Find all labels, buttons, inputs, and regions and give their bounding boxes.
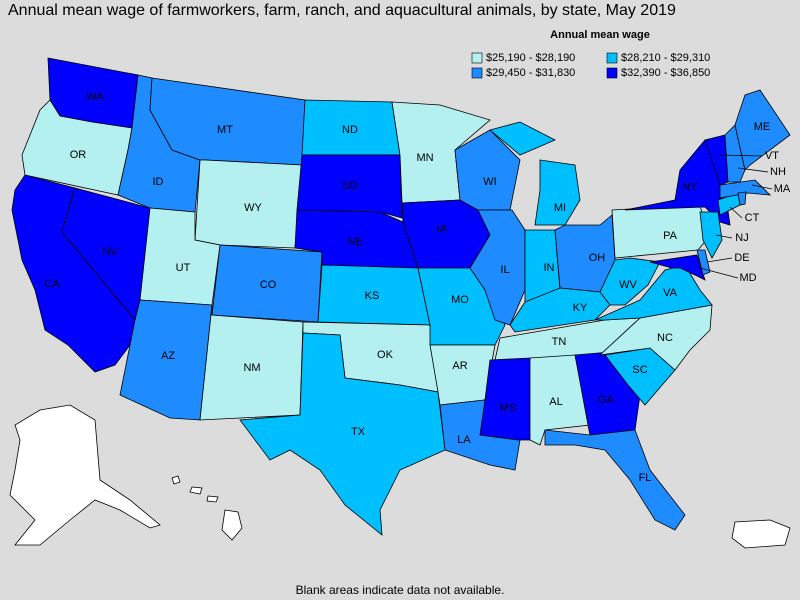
state [239,332,446,536]
leader-line [737,167,769,173]
state-label: LA [457,434,471,446]
state [696,249,711,276]
legend-label: $32,390 - $36,850 [621,67,710,79]
state-label: NC [657,332,673,344]
state-label: OK [377,349,394,361]
legend-swatch [471,67,483,79]
state-label: PA [663,230,678,242]
state [469,209,526,326]
state-label: CO [260,279,277,291]
state-label: MD [739,272,756,284]
state-label: KS [365,290,380,302]
state [737,191,747,206]
hawaii-island [171,475,181,485]
legend-label: $29,450 - $31,830 [486,67,575,79]
state-label: MI [554,202,566,214]
state [724,124,746,183]
leader-line [717,154,763,157]
state-label: IL [500,264,509,276]
state-label: VT [765,150,779,162]
state-label: CA [44,278,60,290]
state-label: NJ [735,232,748,244]
state-label: OR [70,149,87,161]
state [719,179,772,199]
state-label: DE [734,252,749,264]
state-label: MA [774,183,791,195]
state-label: AR [452,360,467,372]
leader-line [751,184,773,190]
state [544,429,686,531]
state [611,204,709,259]
state-label: MT [217,124,233,136]
state-label: ME [754,121,771,133]
state-label: NH [770,166,786,178]
hawaii-island [221,509,243,541]
state-label: NY [682,181,698,193]
state-label: NE [347,236,362,248]
state-label: WA [86,91,104,103]
leader-line [729,206,743,219]
state-label: MS [500,402,517,414]
state-label: IN [544,262,555,274]
state-label: WY [244,202,262,214]
state-label: IA [437,223,448,235]
puerto-rico [731,519,791,549]
alaska [9,404,161,546]
state [649,254,706,281]
legend: $25,190 - $28,190 $28,210 - $29,310 $29,45… [471,52,710,79]
states [11,57,791,536]
state-label: WI [483,176,496,188]
state-label: MN [416,152,433,164]
legend-label: $28,210 - $29,310 [621,52,710,64]
legend-label: $25,190 - $28,190 [486,52,575,64]
state [599,257,661,306]
legend-swatch [606,67,618,79]
state-label: NV [102,246,118,258]
state-label: FL [639,472,652,484]
hawaii-island [206,495,219,503]
hawaii-island [189,486,203,495]
footnote: Blank areas indicate data not available. [296,583,505,597]
state-labels: WA OR CA NV ID MT WY UT AZ NM CO ND SD NE KS OK TX MN IA MO… [44,91,791,484]
state-label: AL [549,396,562,408]
state-label: AZ [161,350,175,362]
state-label: TX [351,426,366,438]
leader-line [715,234,733,239]
state [734,89,791,171]
leader-line [699,267,739,279]
leader-line [706,257,733,263]
state-label: NM [243,362,260,374]
state [296,154,403,219]
state-label: UT [176,262,191,274]
state-label: ID [153,176,164,188]
state-label: OH [589,252,606,264]
state-label: ND [342,124,358,136]
state-label: KY [573,302,588,314]
state-label: WV [619,279,637,291]
state-label: MO [451,294,469,306]
state-label: SD [342,180,357,192]
state-label: GA [598,394,615,406]
state-label: CT [745,212,760,224]
state-label: SC [632,364,647,376]
state-label: TN [552,336,567,348]
map-title: Annual mean wage of farmworkers, farm, r… [8,2,676,19]
state [594,264,713,321]
state [699,211,723,259]
legend-swatch [471,52,483,64]
legend-swatch [606,52,618,64]
legend-title: Annual mean wage [550,29,650,41]
state-label: VA [663,287,678,299]
